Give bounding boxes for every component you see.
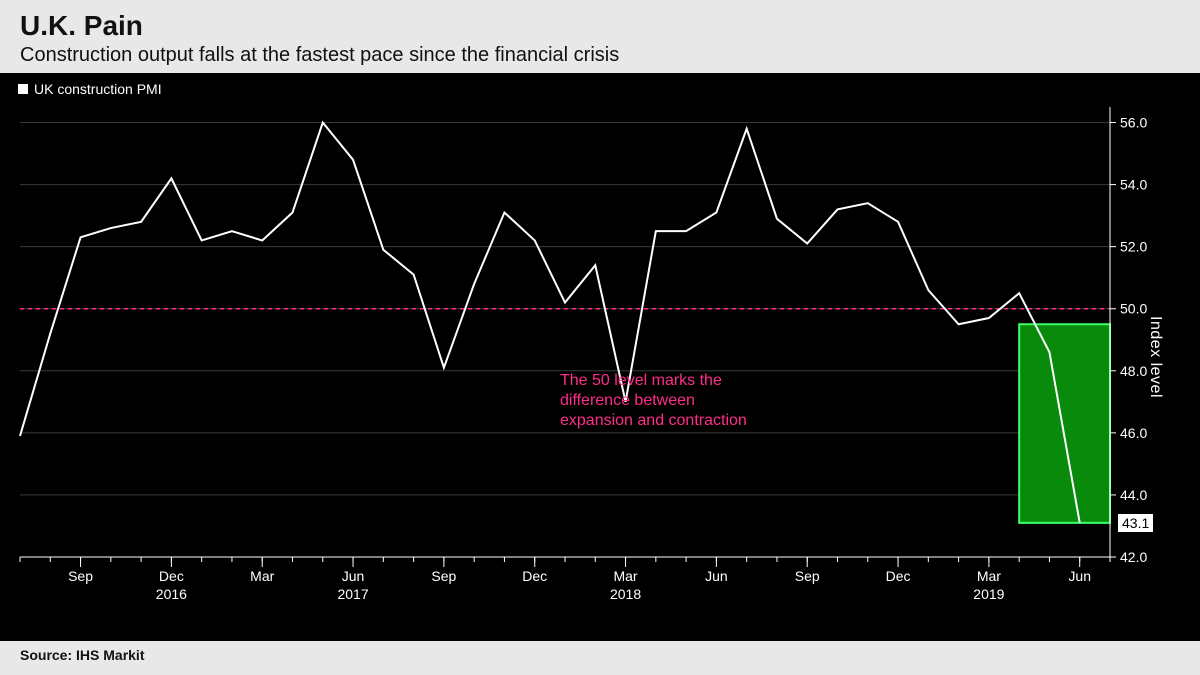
svg-text:50.0: 50.0: [1120, 301, 1147, 317]
svg-text:Mar: Mar: [613, 568, 637, 584]
svg-text:Mar: Mar: [977, 568, 1001, 584]
svg-text:Jun: Jun: [1068, 568, 1091, 584]
y-axis-title: Index level: [1146, 316, 1164, 398]
svg-text:44.0: 44.0: [1120, 487, 1147, 503]
reference-annotation: The 50 level marks thedifference between…: [560, 371, 747, 431]
last-value-flag: 43.1: [1118, 514, 1153, 532]
svg-text:56.0: 56.0: [1120, 115, 1147, 131]
x-tick-labels: Sep Dec 2016 Mar Jun 2017 Sep Dec Mar 2018 Jun Sep D…: [68, 557, 1091, 602]
line-series: [20, 123, 1080, 523]
svg-text:Sep: Sep: [68, 568, 93, 584]
svg-text:52.0: 52.0: [1120, 239, 1147, 255]
chart-title: U.K. Pain: [20, 10, 1180, 42]
svg-text:42.0: 42.0: [1120, 549, 1147, 565]
header: U.K. Pain Construction output falls at t…: [0, 0, 1200, 73]
y-tick-labels: 42.0 44.0 46.0 48.0 50.0 52.0 54.0 56.0: [1110, 115, 1147, 565]
svg-text:Jun: Jun: [342, 568, 365, 584]
svg-text:2016: 2016: [156, 586, 187, 602]
svg-text:2018: 2018: [610, 586, 641, 602]
footer-source: Source: IHS Markit: [0, 641, 1200, 675]
svg-text:Sep: Sep: [795, 568, 820, 584]
svg-text:Dec: Dec: [886, 568, 911, 584]
gridlines: [20, 123, 1110, 557]
svg-text:2019: 2019: [973, 586, 1004, 602]
chart-subtitle: Construction output falls at the fastest…: [20, 44, 1180, 67]
svg-text:Jun: Jun: [705, 568, 728, 584]
svg-text:Dec: Dec: [159, 568, 184, 584]
svg-text:2017: 2017: [337, 586, 368, 602]
svg-text:48.0: 48.0: [1120, 363, 1147, 379]
svg-text:46.0: 46.0: [1120, 425, 1147, 441]
chart-frame: U.K. Pain Construction output falls at t…: [0, 0, 1200, 675]
svg-text:Mar: Mar: [250, 568, 274, 584]
chart-area: UK construction PMI 42.044.046.048.050.0…: [0, 73, 1200, 641]
svg-text:Dec: Dec: [522, 568, 547, 584]
x-minor-ticks: [20, 557, 1110, 562]
svg-text:Sep: Sep: [431, 568, 456, 584]
highlight-box: [1019, 324, 1110, 523]
plot-svg: 42.0 44.0 46.0 48.0 50.0 52.0 54.0 56.0 Sep Dec 2…: [0, 73, 1200, 613]
svg-text:54.0: 54.0: [1120, 177, 1147, 193]
